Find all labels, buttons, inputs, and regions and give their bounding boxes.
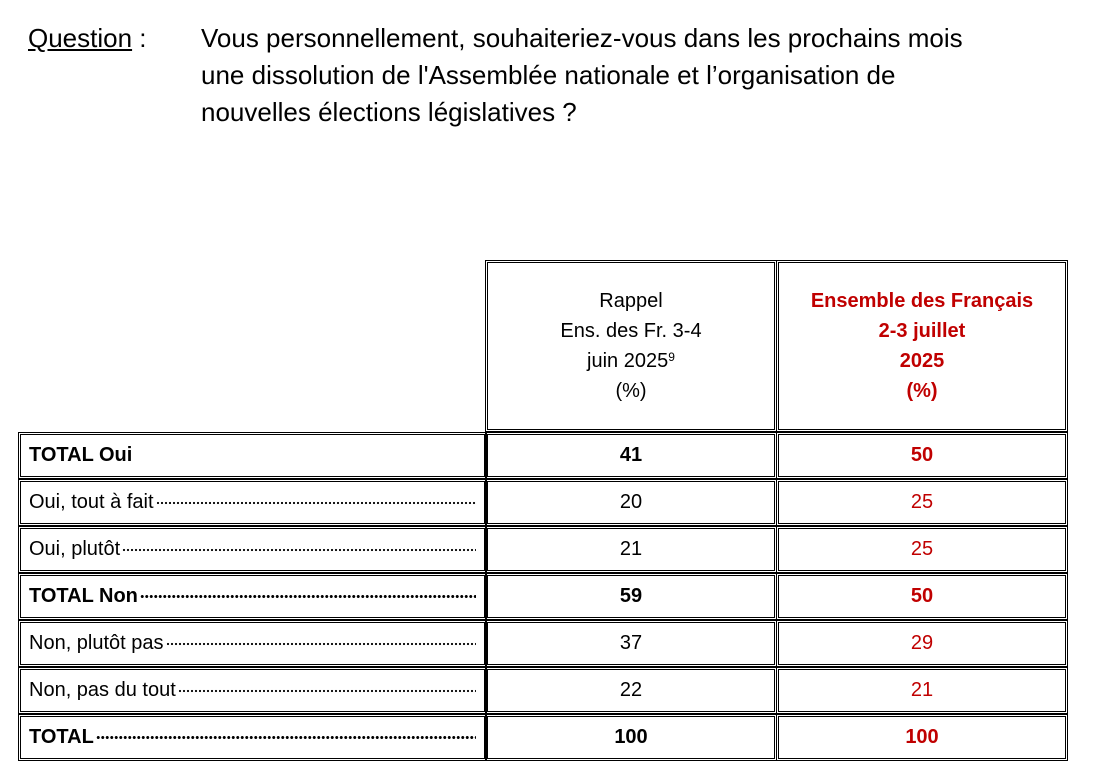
row-label-cell: Non, plutôt pas <box>18 620 487 667</box>
current-value: 25 <box>910 491 934 513</box>
previous-value: 100 <box>614 726 648 748</box>
table-row-total: TOTAL 100 100 <box>18 714 1068 761</box>
current-value: 21 <box>910 679 934 701</box>
dot-leader <box>122 545 476 554</box>
table-row-total-oui: TOTAL Oui 41 50 <box>18 432 1068 479</box>
row-label-cell: Oui, plutôt <box>18 526 487 573</box>
previous-value: 37 <box>619 632 643 654</box>
question-line-1: Vous personnellement, souhaiteriez-vous … <box>201 23 963 53</box>
row-label-cell: Oui, tout à fait <box>18 479 487 526</box>
previous-header-unit: (%) <box>615 380 647 402</box>
current-value: 25 <box>910 538 934 560</box>
current-value: 50 <box>910 444 934 466</box>
question-text: Vous personnellement, souhaiteriez-vous … <box>201 20 1061 131</box>
current-value-cell: 25 <box>776 479 1068 526</box>
previous-value: 59 <box>619 585 643 607</box>
dot-leader <box>95 733 476 742</box>
current-value-cell: 25 <box>776 526 1068 573</box>
table-row-oui-plutot: Oui, plutôt 21 25 <box>18 526 1068 573</box>
column-header-previous: Rappel Ens. des Fr. 3-4 juin 20259 (%) <box>485 260 777 432</box>
row-label: TOTAL <box>29 726 94 748</box>
current-value-cell: 21 <box>776 667 1068 714</box>
current-header-line-2: 2-3 juillet <box>878 320 966 342</box>
previous-value: 41 <box>619 444 643 466</box>
current-value: 29 <box>910 632 934 654</box>
row-label-cell: Non, pas du tout <box>18 667 487 714</box>
current-header-line-3: 2025 <box>899 350 945 372</box>
row-label-cell: TOTAL <box>18 714 487 761</box>
dot-leader <box>165 639 476 648</box>
question-label-colon: : <box>132 23 147 53</box>
row-label: Non, pas du tout <box>29 679 176 701</box>
previous-header-date: juin 2025 <box>587 350 669 372</box>
previous-value-cell: 37 <box>485 620 777 667</box>
question-line-2: une dissolution de l'Assemblée nationale… <box>201 60 896 90</box>
row-label: Oui, tout à fait <box>29 491 154 513</box>
previous-value-cell: 22 <box>485 667 777 714</box>
current-value-cell: 29 <box>776 620 1068 667</box>
previous-value-cell: 41 <box>485 432 777 479</box>
current-value-cell: 100 <box>776 714 1068 761</box>
question-line-3: nouvelles élections législatives ? <box>201 97 577 127</box>
previous-value-cell: 100 <box>485 714 777 761</box>
previous-value: 21 <box>619 538 643 560</box>
row-label: TOTAL Non <box>29 585 138 607</box>
previous-value-cell: 59 <box>485 573 777 620</box>
current-value: 50 <box>910 585 934 607</box>
previous-header-line-3: juin 20259 <box>560 346 701 376</box>
current-value-cell: 50 <box>776 432 1068 479</box>
dot-leader <box>139 592 476 601</box>
previous-value-cell: 20 <box>485 479 777 526</box>
previous-value-cell: 21 <box>485 526 777 573</box>
row-label-cell: TOTAL Non <box>18 573 487 620</box>
question-label-word: Question <box>28 23 133 53</box>
table-row-non-pas-du-tout: Non, pas du tout 22 21 <box>18 667 1068 714</box>
previous-header-line-1: Rappel <box>599 290 663 312</box>
current-header-line-1: Ensemble des Français <box>810 290 1034 312</box>
previous-header-line-2: Ens. des Fr. 3-4 <box>560 320 702 342</box>
table-row-total-non: TOTAL Non 59 50 <box>18 573 1068 620</box>
table-row-non-plutot-pas: Non, plutôt pas 37 29 <box>18 620 1068 667</box>
dot-leader <box>177 686 476 695</box>
table-row-oui-tout-a-fait: Oui, tout à fait 20 25 <box>18 479 1068 526</box>
row-label: TOTAL Oui <box>29 444 133 466</box>
question-label: Question : <box>28 20 147 56</box>
column-header-current: Ensemble des Français 2-3 juillet 2025 (… <box>776 260 1068 432</box>
current-value-cell: 50 <box>776 573 1068 620</box>
dot-leader <box>155 498 476 507</box>
current-value: 100 <box>905 726 939 748</box>
previous-value: 20 <box>619 491 643 513</box>
row-label: Non, plutôt pas <box>29 632 164 654</box>
current-header-unit: (%) <box>906 380 938 402</box>
row-label: Oui, plutôt <box>29 538 121 560</box>
footnote-marker: 9 <box>668 350 675 364</box>
previous-value: 22 <box>619 679 643 701</box>
row-label-cell: TOTAL Oui <box>18 432 487 479</box>
